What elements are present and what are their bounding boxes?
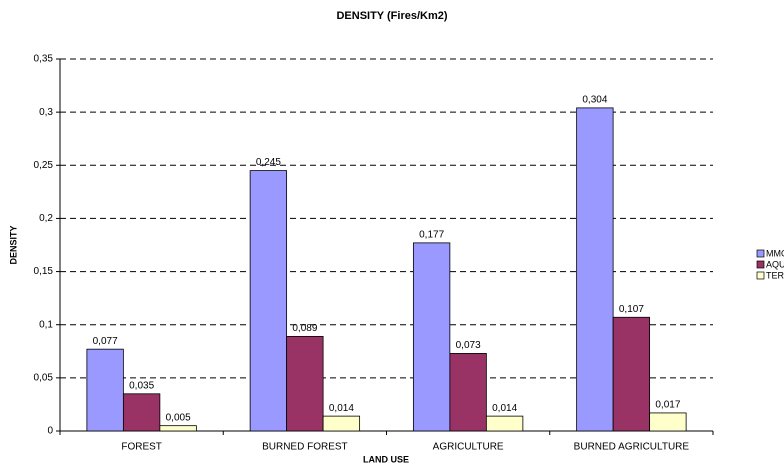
y-tick-label: 0,15	[34, 266, 54, 277]
legend-swatch	[756, 260, 765, 269]
value-label: 0,107	[619, 304, 644, 315]
x-tick-label: FOREST	[121, 442, 162, 453]
value-label: 0,089	[292, 323, 317, 334]
legend-label: TERRA	[766, 270, 784, 280]
legend-label: AQUA	[766, 259, 784, 269]
value-label: 0,304	[582, 95, 607, 106]
y-tick-label: 0,05	[34, 372, 54, 383]
value-label: 0,035	[129, 380, 154, 391]
value-label: 0,073	[456, 340, 481, 351]
y-tick-label: 0,3	[39, 107, 53, 118]
bar	[86, 348, 124, 432]
value-label: 0,014	[329, 403, 354, 414]
bar	[322, 415, 361, 432]
bar	[122, 393, 161, 432]
y-tick-label: 0,2	[39, 213, 53, 224]
value-label: 0,014	[492, 403, 517, 414]
x-tick-label: BURNED AGRICULTURE	[574, 442, 690, 453]
bar	[249, 170, 288, 432]
y-tick-label: 0,25	[34, 160, 54, 171]
bar	[449, 353, 487, 432]
y-tick-label: 0	[47, 426, 53, 437]
bar	[286, 336, 324, 432]
y-axis-title: DENSITY	[8, 225, 18, 264]
bar	[576, 107, 614, 432]
legend-label: MMODIS	[766, 248, 784, 258]
value-label: 0,177	[419, 230, 444, 241]
chart-title: DENSITY (Fires/Km2)	[336, 10, 447, 22]
legend-swatch	[756, 249, 765, 258]
value-label: 0,005	[166, 412, 191, 423]
y-tick-label: 0,1	[39, 319, 53, 330]
value-label: 0,245	[256, 157, 281, 168]
y-tick-label: 0,35	[34, 54, 54, 65]
value-label: 0,077	[93, 336, 118, 347]
bar	[412, 242, 451, 432]
x-axis-title: LAND USE	[363, 454, 409, 464]
bar	[159, 425, 197, 432]
x-tick-label: AGRICULTURE	[433, 442, 504, 453]
bar	[485, 415, 524, 432]
x-tick-label: BURNED FOREST	[262, 442, 348, 453]
legend-swatch	[756, 271, 765, 280]
bar	[612, 316, 651, 432]
bar	[649, 412, 687, 432]
value-label: 0,017	[655, 400, 680, 411]
